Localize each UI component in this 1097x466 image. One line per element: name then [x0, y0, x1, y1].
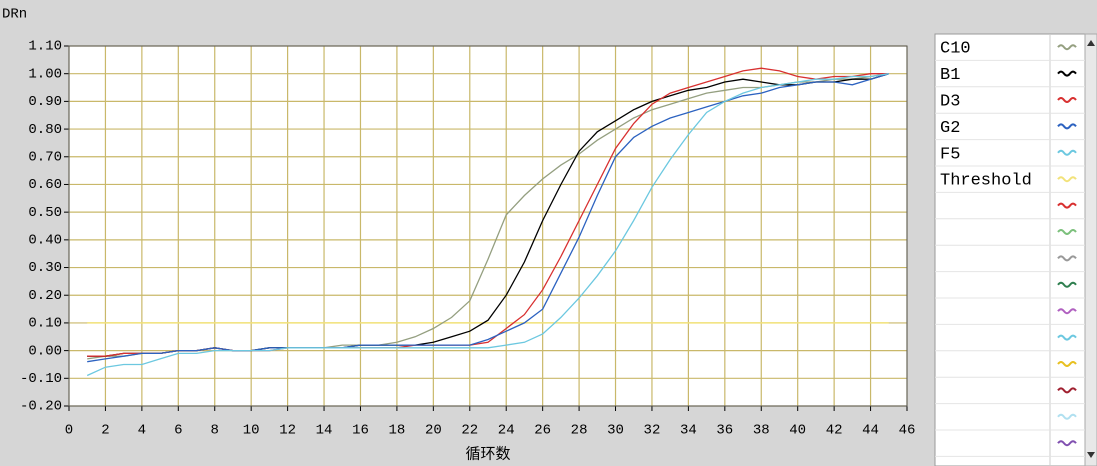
legend-label: C10: [940, 40, 971, 59]
x-tick-label: 4: [138, 423, 146, 439]
x-tick-label: 38: [753, 423, 770, 439]
legend-swatch: [1057, 361, 1077, 367]
x-tick-label: 26: [534, 423, 551, 439]
plot-area: [69, 46, 907, 406]
x-tick-label: 28: [571, 423, 588, 439]
x-tick-label: 20: [425, 423, 442, 439]
x-tick-label: 18: [389, 423, 406, 439]
y-tick-label: 0.80: [28, 122, 62, 138]
legend-swatch: [1057, 308, 1077, 315]
x-tick-label: 36: [716, 423, 733, 439]
scrollbar[interactable]: [1084, 33, 1097, 466]
legend-box: [934, 33, 1086, 466]
legend-label: F5: [940, 145, 960, 164]
x-tick-label: 10: [243, 423, 260, 439]
x-tick-label: 0: [65, 423, 73, 439]
x-tick-label: 32: [644, 423, 661, 439]
x-axis-label: 循环数: [465, 445, 510, 463]
x-tick-label: 6: [174, 423, 182, 439]
x-tick-label: 22: [461, 423, 478, 439]
x-tick-label: 34: [680, 423, 697, 439]
scroll-down[interactable]: [1087, 452, 1095, 458]
y-tick-label: 1.00: [28, 66, 62, 82]
legend-swatch: [1057, 440, 1077, 447]
y-tick-label: 0.70: [28, 149, 62, 165]
legend-swatch: [1057, 176, 1077, 183]
x-tick-label: 12: [279, 423, 296, 439]
x-tick-label: 42: [826, 423, 843, 439]
y-tick-label: 0.30: [28, 260, 62, 276]
y-tick-label: 0.50: [28, 205, 62, 221]
legend-swatch: [1057, 413, 1077, 420]
legend-swatch: [1057, 387, 1077, 394]
y-tick-label: 0.00: [28, 343, 62, 359]
legend-label: B1: [940, 66, 960, 85]
x-tick-label: 8: [211, 423, 219, 439]
legend-swatch: [1057, 255, 1077, 262]
y-tick-label: 0.10: [28, 316, 62, 332]
legend-swatch: [1057, 70, 1077, 77]
legend-label: G2: [940, 119, 960, 138]
x-tick-label: 24: [498, 423, 515, 439]
x-tick-label: 40: [789, 423, 806, 439]
legend-swatch: [1057, 202, 1077, 209]
y-tick-label: 0.60: [28, 177, 62, 193]
y-tick-label: 1.10: [28, 39, 62, 55]
legend-swatch: [1057, 334, 1077, 341]
legend-swatch: [1057, 123, 1077, 130]
y-tick-label: 0.20: [28, 288, 62, 304]
legend-swatch: [1057, 44, 1077, 51]
plot-border: [68, 45, 908, 407]
x-tick-label: 2: [101, 423, 109, 439]
y-tick-label: 0.40: [28, 233, 62, 249]
x-tick-label: 16: [352, 423, 369, 439]
legend-swatch: [1057, 149, 1077, 156]
y-axis-label: DRn: [2, 7, 27, 23]
legend-label: Threshold: [940, 172, 1032, 191]
y-tick-label: -0.10: [20, 371, 62, 387]
x-tick-label: 30: [607, 423, 624, 439]
series-line: [87, 73, 889, 363]
series-line: [86, 73, 889, 377]
y-tick-label: 0.90: [28, 94, 62, 110]
y-tick-label: -0.20: [20, 399, 62, 415]
legend-swatch: [1057, 229, 1077, 235]
x-tick-label: 14: [316, 423, 333, 439]
legend-swatch: [1057, 281, 1077, 288]
x-tick-label: 44: [862, 423, 879, 439]
x-tick-label: 46: [899, 423, 916, 439]
scroll-up[interactable]: [1087, 40, 1095, 46]
legend-label: D3: [940, 92, 960, 111]
legend-swatch: [1057, 97, 1077, 103]
